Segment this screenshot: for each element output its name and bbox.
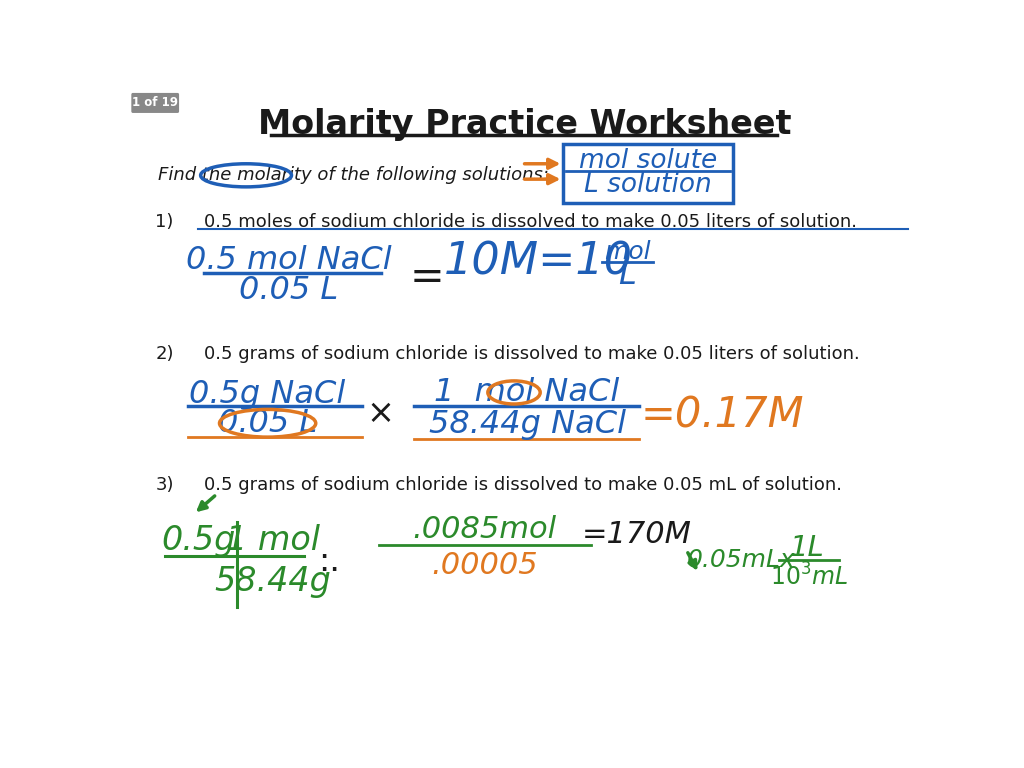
Text: 0.05mLx: 0.05mLx xyxy=(687,548,796,572)
Text: 1): 1) xyxy=(156,213,174,230)
Text: 58.44g: 58.44g xyxy=(215,564,332,598)
Text: Molarity Practice Worksheet: Molarity Practice Worksheet xyxy=(258,108,792,141)
Text: L: L xyxy=(618,260,636,291)
Text: 0.05 L: 0.05 L xyxy=(239,275,338,306)
Text: 0.05 L: 0.05 L xyxy=(218,408,317,439)
Text: 0.5g: 0.5g xyxy=(161,524,236,557)
Text: :.: :. xyxy=(318,545,340,578)
Text: 58.44g NaCl: 58.44g NaCl xyxy=(429,409,626,440)
Text: ×: × xyxy=(367,398,395,431)
Text: =170M: =170M xyxy=(583,521,692,549)
Text: =0.17M: =0.17M xyxy=(640,395,804,436)
Text: mol: mol xyxy=(604,240,650,264)
Text: 2): 2) xyxy=(156,345,174,363)
Text: 3): 3) xyxy=(156,476,174,494)
Text: Find the molarity of the following solutions:: Find the molarity of the following solut… xyxy=(158,167,549,184)
Text: .00005: .00005 xyxy=(431,551,538,580)
FancyBboxPatch shape xyxy=(562,144,733,203)
Text: 0.5 grams of sodium chloride is dissolved to make 0.05 mL of solution.: 0.5 grams of sodium chloride is dissolve… xyxy=(204,476,842,494)
Text: =: = xyxy=(410,256,444,298)
Text: .0085mol: .0085mol xyxy=(413,515,557,544)
Text: 0.5 mol NaCl: 0.5 mol NaCl xyxy=(185,244,391,276)
Text: mol solute: mol solute xyxy=(579,148,717,174)
Text: L solution: L solution xyxy=(584,171,712,197)
Text: 1  mol NaCl: 1 mol NaCl xyxy=(434,377,620,408)
FancyBboxPatch shape xyxy=(131,93,179,113)
Text: 10M=10: 10M=10 xyxy=(444,240,633,283)
Text: 1 mol: 1 mol xyxy=(226,524,321,557)
Text: 0.5 moles of sodium chloride is dissolved to make 0.05 liters of solution.: 0.5 moles of sodium chloride is dissolve… xyxy=(204,213,857,230)
Text: 0.5g NaCl: 0.5g NaCl xyxy=(189,379,346,409)
Text: 0.5 grams of sodium chloride is dissolved to make 0.05 liters of solution.: 0.5 grams of sodium chloride is dissolve… xyxy=(204,345,859,363)
Text: 1 of 19: 1 of 19 xyxy=(132,97,178,109)
Text: 1L: 1L xyxy=(790,534,824,562)
Text: $10^3$mL: $10^3$mL xyxy=(770,564,848,591)
